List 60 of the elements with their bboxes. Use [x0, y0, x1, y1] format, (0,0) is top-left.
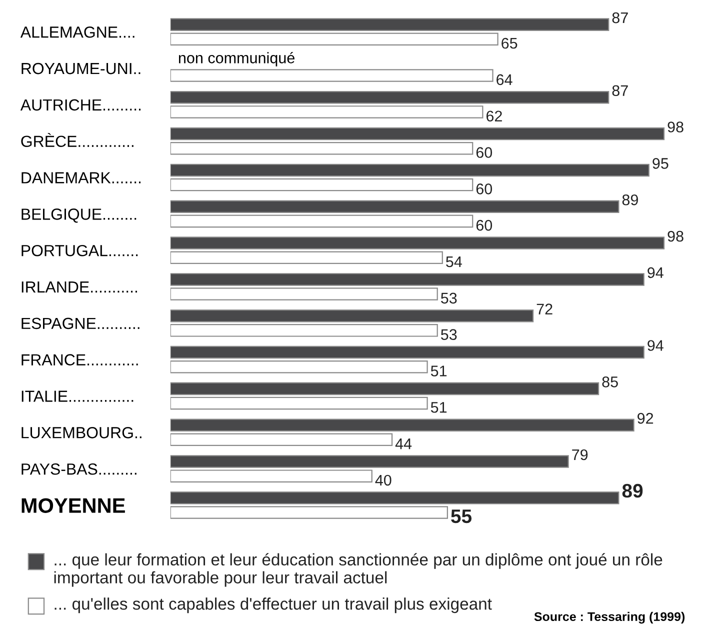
bar — [170, 178, 474, 192]
y-tick-label: FRANCE............ — [22, 354, 138, 366]
data-label: 53 — [440, 292, 457, 304]
data-label: 54 — [446, 256, 462, 268]
data-label: 62 — [486, 110, 502, 122]
data-label: 60 — [476, 220, 492, 231]
bar — [170, 382, 600, 396]
bar — [170, 396, 428, 410]
data-label: 51 — [430, 402, 447, 413]
bar — [170, 214, 474, 228]
legend-label: ... que leur formation et leur éducation sanctionnée par un diplôme ont joué un rôle important ou favorable pour leur travail actuel — [54, 553, 662, 587]
legend-label: ... qu'elles sont capables d'effectuer un travail plus exigeant — [54, 598, 492, 614]
data-label: 60 — [476, 147, 492, 158]
data-label: 51 — [430, 366, 447, 376]
bar — [170, 127, 665, 140]
source-note: Source : Tessaring (1999) — [534, 612, 685, 624]
y-tick-label: GRÈCE............. — [21, 133, 134, 148]
bar — [170, 164, 650, 177]
data-label: 92 — [638, 412, 654, 424]
y-tick-label: IRLANDE........... — [22, 282, 137, 293]
bar — [170, 360, 428, 374]
data-label: 89 — [622, 484, 643, 498]
bar — [170, 324, 438, 337]
y-tick-label: ROYAUME-UNI.. — [22, 62, 140, 74]
data-label: 60 — [476, 184, 492, 194]
bar — [170, 142, 474, 155]
y-tick-label: ALLEMAGNE.... — [20, 26, 134, 38]
data-label: 65 — [502, 38, 518, 49]
annotation: non communiqué — [178, 52, 294, 66]
y-tick-label: MOYENNE — [22, 498, 125, 513]
data-label: 98 — [668, 122, 684, 132]
data-label: 85 — [602, 376, 618, 388]
data-label: 53 — [440, 329, 457, 340]
y-tick-label: BELGIQUE........ — [22, 208, 136, 223]
data-label: 44 — [395, 438, 412, 450]
bar — [170, 433, 393, 446]
y-tick-label: DANEMARK....... — [22, 172, 141, 184]
y-tick-label: AUTRICHE......... — [20, 99, 141, 111]
data-label: 79 — [572, 449, 588, 460]
data-label: 95 — [652, 158, 668, 169]
data-label: 87 — [612, 85, 628, 96]
data-label: 98 — [668, 230, 684, 242]
y-tick-label: PORTUGAL....... — [22, 244, 138, 256]
bar — [170, 309, 534, 322]
bar — [170, 346, 644, 359]
bar — [170, 418, 634, 432]
data-label: 94 — [648, 267, 664, 278]
y-tick-label: ITALIE............... — [22, 390, 134, 402]
data-label: 94 — [648, 340, 664, 351]
data-label: 64 — [496, 74, 512, 86]
y-tick-label: ESPAGNE.......... — [22, 318, 140, 330]
data-label: 40 — [375, 474, 392, 486]
y-tick-label: LUXEMBOURG.. — [22, 427, 142, 438]
data-label: 72 — [536, 304, 552, 314]
y-tick-label: PAYS-BAS......... — [22, 463, 136, 475]
data-label: 89 — [622, 194, 638, 206]
data-label: 87 — [612, 12, 628, 24]
bar — [170, 69, 494, 82]
data-label: 55 — [451, 510, 472, 524]
bar — [170, 200, 620, 213]
